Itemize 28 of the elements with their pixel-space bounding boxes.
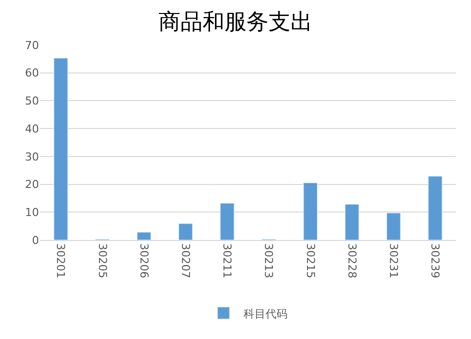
- bar: [428, 176, 442, 240]
- x-tick-label: 30207: [179, 243, 192, 278]
- y-tick-label: 10: [25, 206, 39, 219]
- y-tick-label: 50: [25, 94, 39, 108]
- x-tick-label: 30201: [54, 243, 68, 278]
- bar: [344, 204, 360, 240]
- y-tick-label: 20: [25, 178, 39, 192]
- x-tick-label: 30205: [96, 243, 109, 278]
- x-tick-label: 30228: [345, 243, 358, 278]
- chart-title: 商品和服务支出: [158, 8, 312, 34]
- x-tick-label: 30211: [220, 243, 234, 278]
- y-tick-label: 30: [25, 150, 39, 164]
- y-tick-label: 40: [25, 122, 39, 136]
- y-tick-label: 0: [32, 234, 39, 247]
- legend-label: 科目代码: [244, 307, 288, 320]
- bar: [136, 232, 152, 240]
- x-tick-label: 30231: [387, 243, 400, 278]
- x-tick-label: 30206: [137, 243, 150, 278]
- bar: [303, 182, 318, 240]
- x-tick-label: 30213: [262, 243, 276, 278]
- bar: [220, 202, 234, 240]
- y-tick-label: 70: [25, 38, 39, 52]
- bar: [54, 58, 68, 240]
- x-tick-label: 30239: [428, 243, 442, 278]
- bar: [178, 223, 193, 240]
- y-tick-label: 60: [25, 66, 39, 80]
- bar: [386, 212, 401, 240]
- x-tick-label: 30215: [304, 243, 317, 278]
